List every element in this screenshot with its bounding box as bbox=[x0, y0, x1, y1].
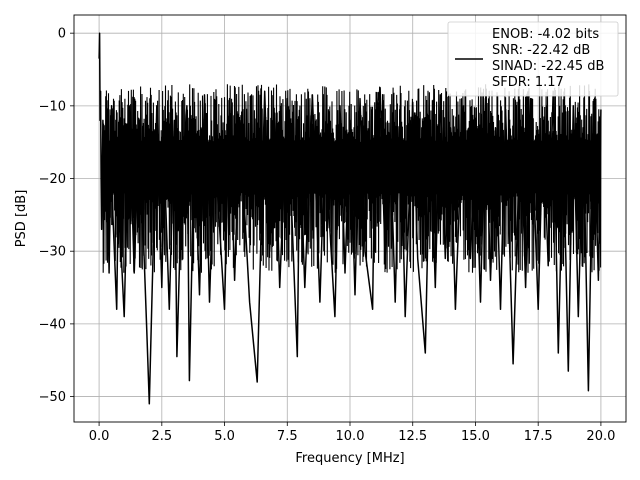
legend-sfdr: SFDR: 1.17 bbox=[492, 75, 564, 90]
legend-sinad: SINAD: -22.45 dB bbox=[492, 59, 604, 74]
legend-box bbox=[447, 21, 619, 97]
legend: ENOB: -4.02 bits SNR: -22.42 dB SINAD: -… bbox=[447, 21, 619, 97]
x-tick-label: 15.0 bbox=[461, 429, 490, 444]
y-tick-label: −10 bbox=[39, 99, 66, 114]
psd-line bbox=[98, 32, 602, 405]
x-tick-label: 5.0 bbox=[214, 429, 235, 444]
y-tick-label: −30 bbox=[39, 245, 66, 260]
x-tick-label: 17.5 bbox=[524, 429, 553, 444]
y-tick-label: −40 bbox=[39, 317, 66, 332]
legend-enob: ENOB: -4.02 bits bbox=[492, 27, 599, 42]
x-tick-label: 0.0 bbox=[89, 429, 110, 444]
x-tick-label: 20.0 bbox=[586, 429, 615, 444]
y-tick-label: −50 bbox=[39, 390, 66, 405]
y-axis-ticks: 0 −10 −20 −30 −40 −50 bbox=[39, 27, 74, 405]
x-tick-label: 2.5 bbox=[151, 429, 172, 444]
x-axis-ticks: 0.0 2.5 5.0 7.5 10.0 12.5 15.0 17.5 20.0 bbox=[89, 422, 615, 444]
y-tick-label: 0 bbox=[58, 27, 66, 42]
x-tick-label: 10.0 bbox=[336, 429, 365, 444]
y-tick-label: −20 bbox=[39, 172, 66, 187]
y-axis-label: PSD [dB] bbox=[14, 190, 29, 248]
psd-series bbox=[98, 32, 602, 405]
x-tick-label: 12.5 bbox=[398, 429, 427, 444]
x-axis-label: Frequency [MHz] bbox=[295, 451, 404, 466]
legend-snr: SNR: -22.42 dB bbox=[492, 43, 590, 58]
x-tick-label: 7.5 bbox=[277, 429, 298, 444]
